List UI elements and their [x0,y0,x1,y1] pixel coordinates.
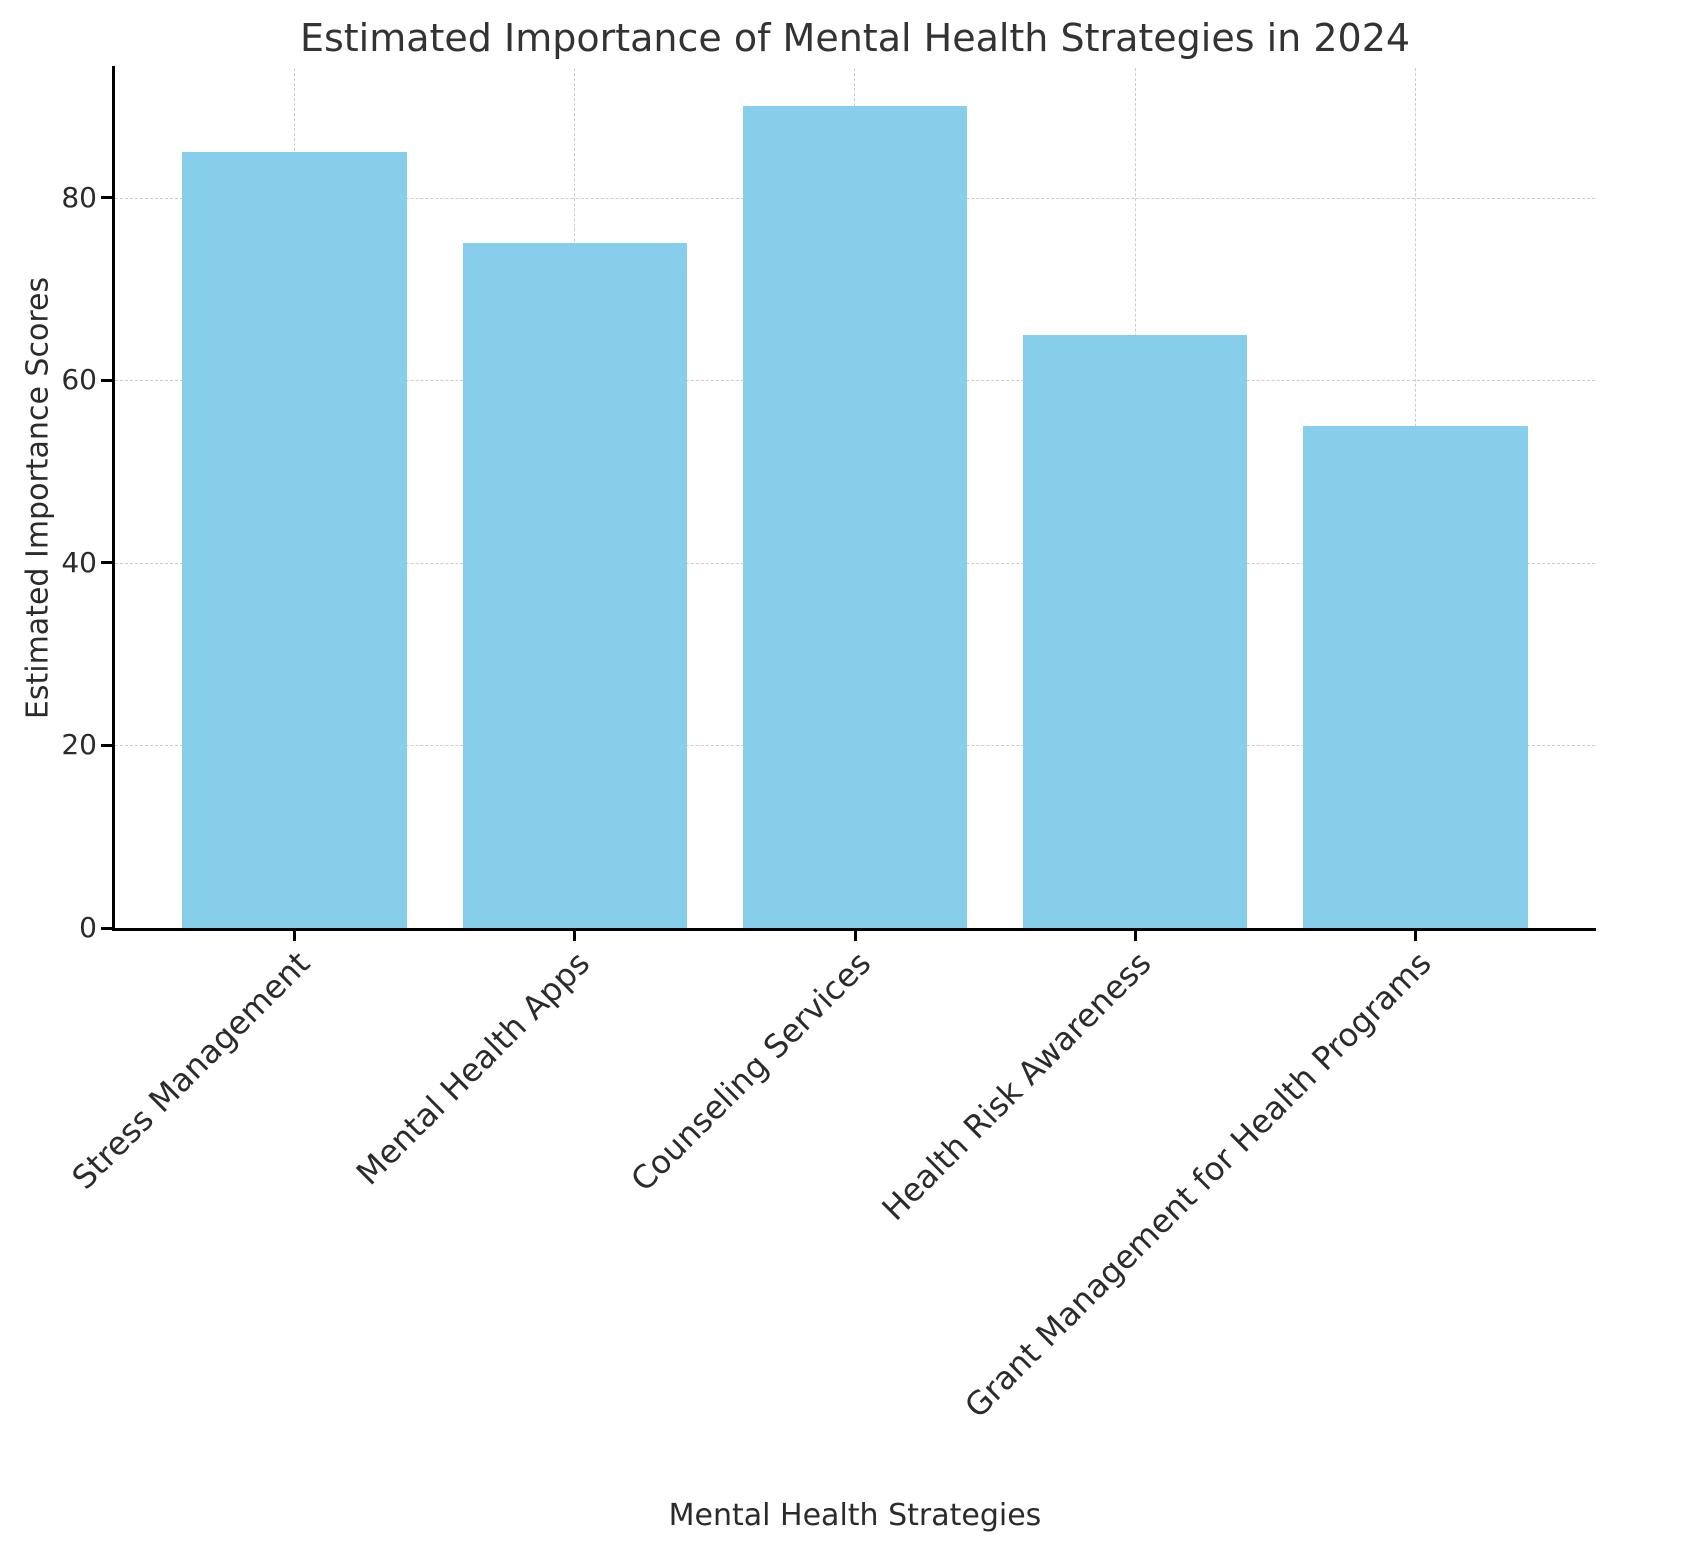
y-tick-mark [101,743,113,747]
x-tick-mark [1133,929,1137,941]
x-tick-label: Grant Management for Health Programs [957,944,1439,1426]
x-tick-label: Counseling Services [623,944,878,1199]
x-tick-mark [573,929,577,941]
x-tick-label: Health Risk Awareness [874,944,1159,1228]
y-tick-mark [101,561,113,565]
bar [742,106,968,928]
y-tick-label: 20 [61,728,97,762]
x-tick-mark [292,929,296,941]
bar [182,151,407,928]
plot-area [115,68,1595,928]
x-tick-label: Stress Management [64,944,318,1197]
y-tick-label: 0 [79,911,97,944]
y-tick-label: 80 [61,180,97,214]
x-tick-label: Mental Health Apps [349,944,598,1193]
bar [462,243,687,928]
x-tick-mark [853,929,857,941]
y-tick-mark [101,378,113,382]
x-tick-mark [1414,929,1418,941]
y-tick-label: 40 [61,545,97,579]
bar [1023,334,1248,928]
y-axis-label: Estimated Importance Scores [20,276,56,720]
y-tick-label: 60 [61,363,97,397]
x-axis-label: Mental Health Strategies [668,1498,1042,1533]
y-axis-spine [112,66,115,931]
bar [1303,425,1528,928]
chart-title: Estimated Importance of Mental Health St… [299,16,1411,60]
y-tick-mark [101,926,113,930]
y-tick-mark [101,196,113,200]
